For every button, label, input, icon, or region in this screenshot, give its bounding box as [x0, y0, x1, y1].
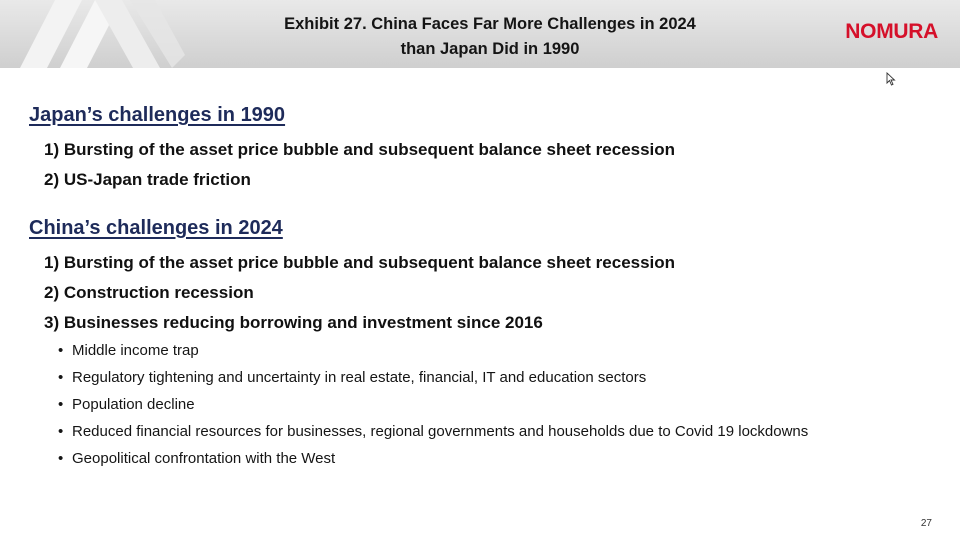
list-item: • Regulatory tightening and uncertainty i…: [58, 369, 646, 386]
bullet-text: Regulatory tightening and uncertainty in…: [72, 369, 647, 386]
japan-section-heading: Japan’s challenges in 1990: [29, 104, 286, 126]
china-challenge-item-1: 1) Bursting of the asset price bubble an…: [44, 253, 676, 272]
nomura-logo: NOMURA: [845, 20, 938, 43]
bullet-icon: •: [58, 396, 64, 413]
list-item: • Population decline: [58, 396, 195, 413]
slide-header: Exhibit 27. China Faces Far More Challen…: [0, 0, 960, 68]
china-challenge-item-2: 2) Construction recession: [44, 283, 254, 302]
bullet-text: Population decline: [72, 396, 195, 413]
bullet-text: Reduced financial resources for business…: [72, 423, 809, 440]
list-item: • Reduced financial resources for busines…: [58, 423, 808, 440]
list-item: • Geopolitical confrontation with the Wes…: [58, 450, 335, 467]
china-challenge-item-3: 3) Businesses reducing borrowing and inv…: [44, 313, 543, 332]
japan-challenge-item-2: 2) US-Japan trade friction: [44, 170, 251, 189]
china-section-heading: China’s challenges in 2024: [29, 217, 283, 239]
decorative-triangles-graphic: [20, 0, 185, 68]
bullet-icon: •: [58, 342, 64, 359]
list-item: • Middle income trap: [58, 342, 199, 359]
mouse-cursor-icon: [886, 72, 896, 86]
japan-challenge-item-1: 1) Bursting of the asset price bubble an…: [44, 140, 676, 159]
slide-title: Exhibit 27. China Faces Far More Challen…: [240, 12, 740, 62]
page-number: 27: [920, 518, 932, 529]
bullet-text: Geopolitical confrontation with the West: [72, 450, 336, 467]
title-line-2: than Japan Did in 1990: [400, 40, 580, 58]
bullet-text: Middle income trap: [72, 342, 199, 359]
bullet-icon: •: [58, 450, 64, 467]
bullet-icon: •: [58, 423, 64, 440]
bullet-icon: •: [58, 369, 64, 386]
title-line-1: Exhibit 27. China Faces Far More Challen…: [284, 15, 696, 33]
